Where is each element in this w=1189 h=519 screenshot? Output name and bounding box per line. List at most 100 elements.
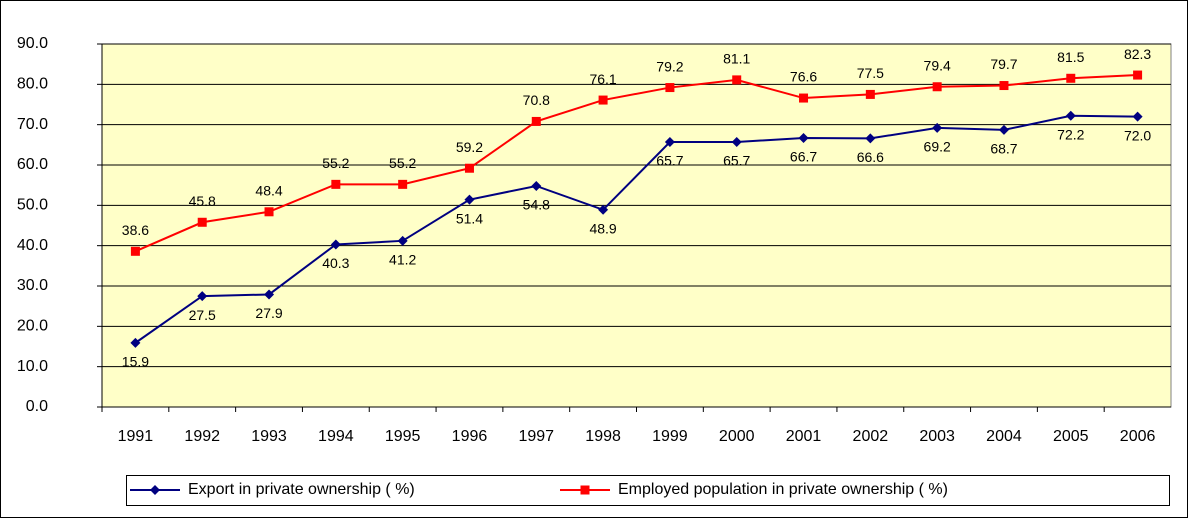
data-label: 55.2 bbox=[322, 155, 349, 171]
x-tick-label: 2000 bbox=[719, 428, 755, 445]
data-label: 27.5 bbox=[189, 307, 216, 323]
data-point bbox=[464, 163, 474, 173]
y-tick-label: 40.0 bbox=[17, 237, 48, 254]
data-point bbox=[1066, 73, 1076, 83]
data-point bbox=[799, 93, 809, 103]
y-tick-label: 60.0 bbox=[17, 156, 48, 173]
data-point bbox=[865, 89, 875, 99]
data-label: 48.9 bbox=[589, 220, 616, 236]
data-label: 79.2 bbox=[656, 58, 683, 74]
data-label: 38.6 bbox=[122, 222, 149, 238]
data-point bbox=[397, 235, 408, 246]
data-point bbox=[1065, 110, 1076, 121]
data-label: 66.7 bbox=[790, 149, 817, 165]
x-tick-label: 1995 bbox=[385, 428, 421, 445]
x-tick-label: 2005 bbox=[1053, 428, 1089, 445]
data-label: 65.7 bbox=[723, 153, 750, 169]
x-tick-label: 1996 bbox=[452, 428, 488, 445]
data-label: 72.2 bbox=[1057, 126, 1084, 142]
data-label: 15.9 bbox=[122, 354, 149, 370]
legend-label: Employed population in private ownership… bbox=[618, 481, 948, 498]
data-point bbox=[331, 179, 341, 189]
y-tick-label: 70.0 bbox=[17, 116, 48, 133]
data-label: 27.9 bbox=[255, 305, 282, 321]
data-label: 76.6 bbox=[790, 69, 817, 85]
data-point bbox=[197, 291, 208, 302]
data-point bbox=[197, 217, 207, 227]
data-label: 68.7 bbox=[990, 141, 1017, 157]
series-line bbox=[134, 114, 1138, 344]
y-tick-label: 80.0 bbox=[17, 76, 48, 93]
data-label: 82.3 bbox=[1124, 46, 1151, 62]
legend-marker bbox=[580, 485, 590, 495]
x-tick-label: 2006 bbox=[1120, 428, 1156, 445]
series-line bbox=[135, 74, 1138, 253]
data-point bbox=[464, 194, 475, 205]
data-label: 69.2 bbox=[924, 139, 951, 155]
data-label: 81.5 bbox=[1057, 49, 1084, 65]
data-point bbox=[264, 289, 275, 300]
data-point bbox=[865, 133, 876, 144]
data-point bbox=[598, 204, 609, 215]
y-tick-label: 20.0 bbox=[17, 318, 48, 335]
data-point bbox=[130, 246, 140, 256]
plot-area bbox=[101, 43, 1172, 408]
data-point bbox=[1133, 70, 1143, 80]
x-tick-label: 1999 bbox=[652, 428, 688, 445]
legend-box bbox=[126, 475, 1170, 506]
data-point bbox=[330, 239, 341, 250]
data-point bbox=[798, 132, 809, 143]
data-point bbox=[531, 180, 542, 191]
data-label: 54.8 bbox=[523, 197, 550, 213]
data-label: 77.5 bbox=[857, 65, 884, 81]
data-point bbox=[998, 124, 1009, 135]
data-label: 70.8 bbox=[523, 92, 550, 108]
y-tick-label: 90.0 bbox=[17, 35, 48, 52]
data-label: 76.1 bbox=[589, 71, 616, 87]
data-label: 81.1 bbox=[723, 51, 750, 67]
x-tick-label: 1991 bbox=[118, 428, 154, 445]
x-tick-label: 2004 bbox=[986, 428, 1022, 445]
data-point bbox=[664, 137, 675, 148]
data-label: 59.2 bbox=[456, 139, 483, 155]
x-tick-label: 1997 bbox=[518, 428, 554, 445]
y-tick-label: 0.0 bbox=[26, 398, 48, 415]
x-tick-label: 1994 bbox=[318, 428, 354, 445]
x-tick-label: 1992 bbox=[184, 428, 220, 445]
x-tick-label: 1998 bbox=[585, 428, 621, 445]
data-label: 66.6 bbox=[857, 149, 884, 165]
data-point bbox=[130, 337, 141, 348]
data-label: 51.4 bbox=[456, 210, 483, 226]
data-label: 79.7 bbox=[990, 56, 1017, 72]
y-tick-label: 10.0 bbox=[17, 358, 48, 375]
legend-marker bbox=[150, 485, 160, 495]
data-point bbox=[999, 81, 1009, 91]
data-label: 48.4 bbox=[255, 182, 282, 198]
data-point bbox=[598, 95, 608, 105]
data-point bbox=[932, 82, 942, 92]
legend-label: Export in private ownership ( %) bbox=[188, 481, 415, 498]
data-label: 72.0 bbox=[1124, 127, 1151, 143]
data-point bbox=[665, 83, 675, 93]
data-label: 55.2 bbox=[389, 155, 416, 171]
data-label: 40.3 bbox=[322, 255, 349, 271]
data-point bbox=[732, 75, 742, 85]
x-tick-label: 2001 bbox=[786, 428, 822, 445]
data-point bbox=[531, 116, 541, 126]
data-label: 45.8 bbox=[189, 193, 216, 209]
data-point bbox=[932, 122, 943, 133]
x-tick-label: 1993 bbox=[251, 428, 287, 445]
data-label: 65.7 bbox=[656, 153, 683, 169]
x-tick-label: 2003 bbox=[919, 428, 955, 445]
data-point bbox=[264, 207, 274, 217]
data-point bbox=[398, 179, 408, 189]
data-label: 41.2 bbox=[389, 252, 416, 268]
y-tick-label: 50.0 bbox=[17, 197, 48, 214]
data-point bbox=[731, 137, 742, 148]
x-tick-label: 2002 bbox=[853, 428, 889, 445]
data-point bbox=[1132, 111, 1143, 122]
data-label: 79.4 bbox=[924, 57, 951, 73]
y-tick-label: 30.0 bbox=[17, 277, 48, 294]
